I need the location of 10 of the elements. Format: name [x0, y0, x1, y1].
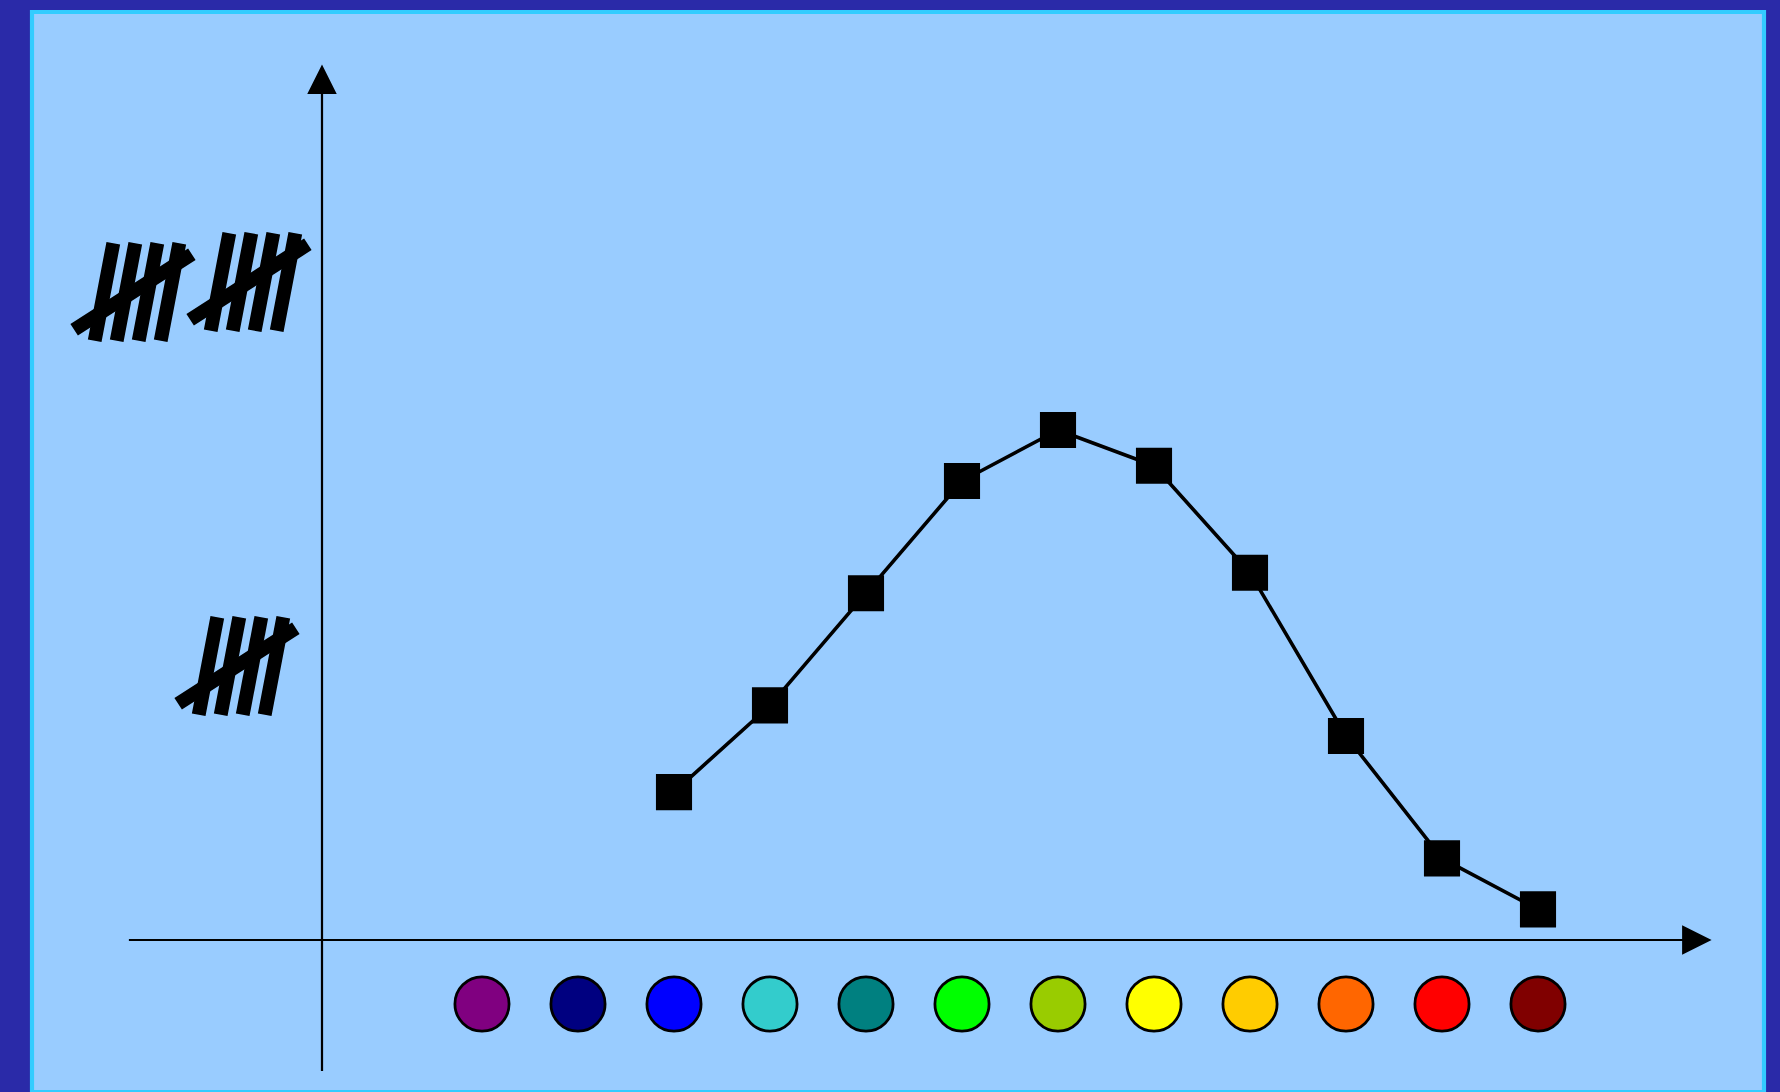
- point: [1039, 411, 1077, 449]
- point: [1135, 447, 1173, 484]
- point: [943, 462, 981, 500]
- point: [847, 575, 885, 612]
- point: [1327, 717, 1365, 755]
- point: [1231, 554, 1269, 591]
- point: [1423, 840, 1461, 877]
- point: [655, 774, 693, 811]
- point: [751, 687, 789, 724]
- point: [1519, 891, 1557, 928]
